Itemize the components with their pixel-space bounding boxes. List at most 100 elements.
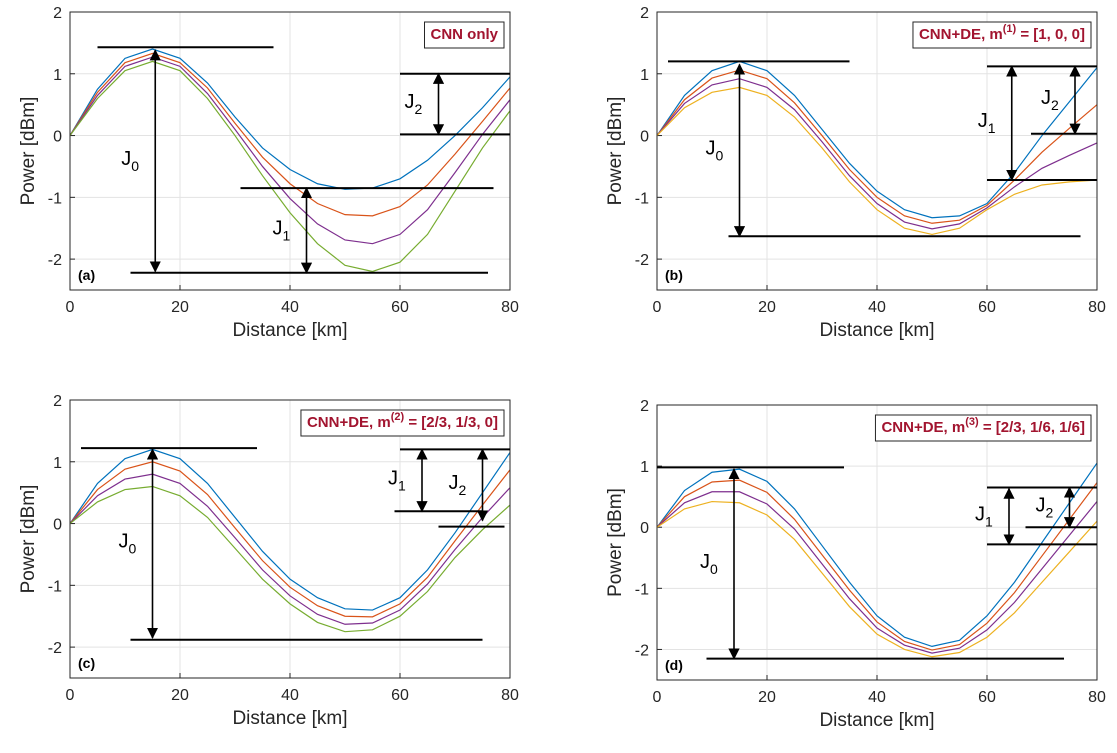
x-tick-label: 0 bbox=[66, 687, 75, 704]
y-tick-label: -2 bbox=[635, 642, 649, 659]
x-tick-label: 40 bbox=[281, 299, 299, 316]
j-label: J1 bbox=[975, 504, 993, 530]
j-sub: 2 bbox=[1051, 97, 1059, 113]
j-main: J bbox=[121, 148, 131, 170]
j-label: J1 bbox=[978, 110, 996, 136]
box-frame bbox=[424, 21, 505, 49]
j-main: J bbox=[119, 531, 129, 553]
x-tick-label: 60 bbox=[978, 689, 996, 706]
j-sub: 2 bbox=[1046, 504, 1054, 520]
panel-label: (d) bbox=[665, 657, 683, 673]
y-tick-label: -2 bbox=[48, 640, 62, 657]
data-line bbox=[69, 52, 511, 217]
j-label: J0 bbox=[706, 137, 724, 163]
x-tick-label: 20 bbox=[758, 689, 776, 706]
panel-label: (b) bbox=[665, 267, 683, 283]
y-tick-label: 2 bbox=[640, 398, 649, 415]
j-main: J bbox=[1036, 494, 1046, 516]
j-sub: 1 bbox=[988, 120, 996, 136]
j-label: J0 bbox=[700, 551, 718, 577]
box-main: CNN+DE, m bbox=[307, 414, 391, 431]
j-sub: 2 bbox=[459, 482, 467, 498]
box-frame bbox=[874, 414, 1092, 442]
y-tick-label: 0 bbox=[53, 517, 62, 534]
data-line bbox=[69, 48, 511, 190]
x-tick-label: 0 bbox=[653, 299, 662, 316]
box-rest: = [1, 0, 0] bbox=[1016, 26, 1085, 43]
box-main: CNN+DE, m bbox=[919, 26, 1003, 43]
j-label: J2 bbox=[1036, 494, 1054, 520]
box-frame bbox=[300, 409, 505, 437]
data-line bbox=[656, 86, 1098, 236]
box-text: CNN+DE, m(3) = [2/3, 1/6, 1/6] bbox=[881, 416, 1085, 436]
x-tick-label: 40 bbox=[281, 687, 299, 704]
x-tick-label: 60 bbox=[391, 687, 409, 704]
j-label: J0 bbox=[121, 148, 139, 174]
x-tick-label: 80 bbox=[501, 299, 519, 316]
x-tick-label: 0 bbox=[66, 299, 75, 316]
data-line bbox=[69, 448, 511, 611]
j-sub: 0 bbox=[716, 147, 724, 163]
j-label: J0 bbox=[119, 531, 137, 557]
j-main: J bbox=[405, 91, 415, 113]
box-sup: (3) bbox=[965, 416, 979, 428]
box-main: CNN+DE, m bbox=[881, 419, 965, 436]
x-tick-label: 40 bbox=[868, 299, 886, 316]
box-sup: (2) bbox=[391, 411, 405, 423]
data-line bbox=[69, 60, 511, 273]
y-tick-label: 1 bbox=[640, 459, 649, 476]
y-tick-label: -1 bbox=[48, 578, 62, 595]
j-sub: 2 bbox=[415, 101, 423, 117]
data-line bbox=[69, 473, 511, 625]
y-tick-label: 2 bbox=[53, 393, 62, 410]
y-axis-label: Power [dBm] bbox=[18, 97, 39, 206]
j-sub: 1 bbox=[283, 227, 291, 243]
j-main: J bbox=[388, 467, 398, 489]
box-text: CNN+DE, m(1) = [1, 0, 0] bbox=[919, 23, 1085, 43]
y-tick-label: 1 bbox=[640, 67, 649, 84]
y-axis-label: Power [dBm] bbox=[18, 485, 39, 594]
y-tick-label: 2 bbox=[640, 5, 649, 22]
y-tick-label: 0 bbox=[53, 129, 62, 146]
data-line bbox=[69, 485, 511, 633]
box-sup: (1) bbox=[1003, 23, 1017, 35]
j-label: J1 bbox=[273, 217, 291, 243]
x-tick-label: 60 bbox=[978, 299, 996, 316]
box-rest: = [2/3, 1/3, 0] bbox=[404, 414, 498, 431]
j-main: J bbox=[273, 217, 283, 239]
axes-box bbox=[69, 399, 511, 679]
x-tick-label: 60 bbox=[391, 299, 409, 316]
axes-box bbox=[656, 11, 1098, 291]
y-tick-label: 1 bbox=[53, 67, 62, 84]
j-main: J bbox=[978, 110, 988, 132]
x-axis-label: Distance [km] bbox=[819, 710, 934, 731]
data-line bbox=[69, 461, 511, 618]
axes-box bbox=[69, 11, 511, 291]
y-tick-label: 0 bbox=[640, 520, 649, 537]
data-line bbox=[656, 69, 1098, 224]
x-tick-label: 80 bbox=[1088, 299, 1106, 316]
j-main: J bbox=[700, 551, 710, 573]
j-main: J bbox=[706, 137, 716, 159]
data-line bbox=[656, 60, 1098, 219]
j-sub: 1 bbox=[985, 514, 993, 530]
x-tick-label: 40 bbox=[868, 689, 886, 706]
j-sub: 0 bbox=[131, 158, 139, 174]
box-frame bbox=[912, 21, 1092, 49]
x-tick-label: 80 bbox=[501, 687, 519, 704]
axes-box bbox=[656, 404, 1098, 681]
j-label: J2 bbox=[405, 91, 423, 117]
x-tick-label: 80 bbox=[1088, 689, 1106, 706]
j-main: J bbox=[1041, 87, 1051, 109]
y-tick-label: 2 bbox=[53, 5, 62, 22]
x-tick-label: 20 bbox=[758, 299, 776, 316]
y-axis-label: Power [dBm] bbox=[605, 97, 626, 206]
y-tick-label: 1 bbox=[53, 455, 62, 472]
x-tick-label: 20 bbox=[171, 687, 189, 704]
j-main: J bbox=[449, 472, 459, 494]
y-tick-label: 0 bbox=[640, 129, 649, 146]
